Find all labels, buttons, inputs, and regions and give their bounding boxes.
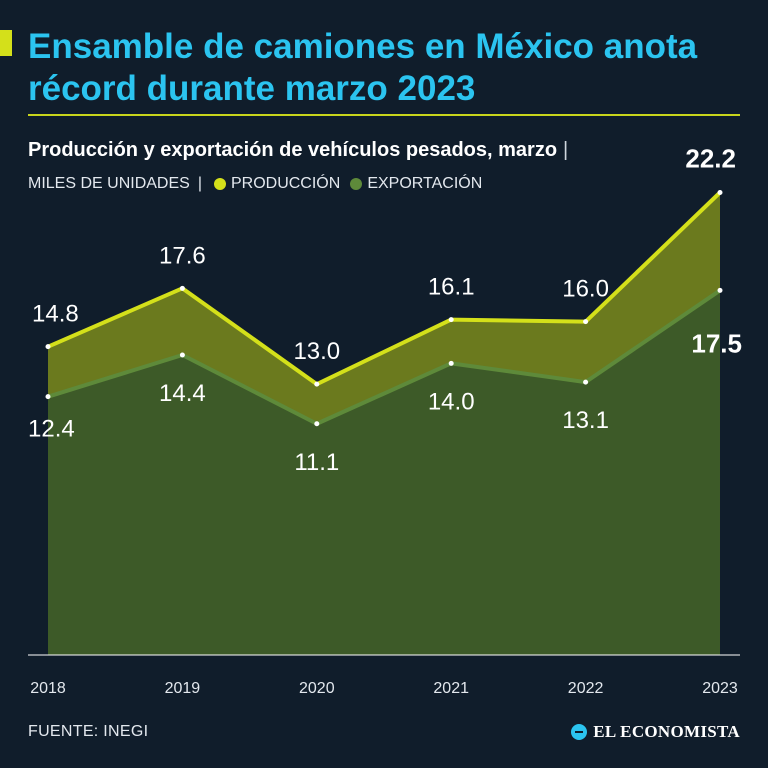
production-area (48, 192, 720, 424)
production-point-2022 (583, 319, 589, 325)
export-label-2018: 12.4 (28, 416, 75, 443)
export-point-2020 (314, 421, 320, 427)
export-label-2020: 11.1 (294, 449, 339, 476)
x-tick-label-2019: 2019 (165, 680, 201, 697)
title-accent-bar (0, 30, 12, 56)
brand-logo-icon (571, 724, 588, 740)
x-tick-label-2023: 2023 (702, 680, 738, 697)
production-label-2018: 14.8 (32, 301, 79, 328)
brand-name: EL ECONOMISTA (593, 722, 740, 741)
legend: MILES DE UNIDADES | PRODUCCIÓN EXPORTACI… (28, 175, 488, 193)
legend-production-label: PRODUCCIÓN (230, 175, 341, 192)
production-label-2023: 22.2 (685, 144, 736, 174)
legend-separator: | (197, 175, 202, 192)
export-point-2023 (717, 287, 723, 293)
production-line (47, 191, 722, 387)
x-tick-label-2018: 2018 (30, 680, 66, 697)
subtitle-separator: | (563, 139, 569, 161)
chart-title: Ensamble de camiones en México anota réc… (28, 27, 698, 108)
production-label-2019: 17.6 (159, 242, 206, 269)
production-dot-icon (213, 178, 226, 190)
production-point-2023 (717, 190, 723, 195)
brand: EL ECONOMISTA (571, 722, 740, 742)
production-label-2020: 13.0 (293, 338, 340, 365)
export-label-2023: 17.5 (691, 328, 742, 358)
production-point-2021 (448, 317, 454, 323)
export-point-2018 (45, 394, 51, 400)
x-tick-label-2021: 2021 (433, 680, 469, 697)
legend-item-production: PRODUCCIÓN (210, 175, 340, 193)
x-tick-label-2022: 2022 (568, 680, 604, 697)
production-label-2022: 16.0 (562, 276, 609, 303)
export-point-2019 (179, 352, 185, 358)
production-point-2018 (45, 344, 51, 350)
source-note: FUENTE: INEGI (28, 723, 149, 740)
subtitle-text: Producción y exportación de vehículos pe… (28, 139, 558, 161)
legend-item-export: EXPORTACIÓN (346, 175, 482, 193)
x-tick-label-2020: 2020 (299, 680, 335, 697)
chart-subtitle: Producción y exportación de vehículos pe… (28, 139, 568, 162)
export-label-2021: 14.0 (428, 388, 475, 415)
export-point-2021 (448, 360, 454, 366)
export-label-2019: 14.4 (159, 380, 206, 407)
export-label-2022: 13.1 (562, 407, 609, 434)
legend-export-label: EXPORTACIÓN (367, 175, 483, 192)
production-point-2019 (179, 285, 185, 291)
units-label: MILES DE UNIDADES (28, 175, 190, 192)
export-area (48, 290, 720, 655)
export-dot-icon (350, 178, 363, 190)
production-point-2020 (314, 381, 320, 387)
production-label-2021: 16.1 (428, 274, 475, 301)
export-point-2022 (583, 379, 589, 385)
export-line (47, 288, 722, 426)
title-divider (28, 114, 740, 116)
